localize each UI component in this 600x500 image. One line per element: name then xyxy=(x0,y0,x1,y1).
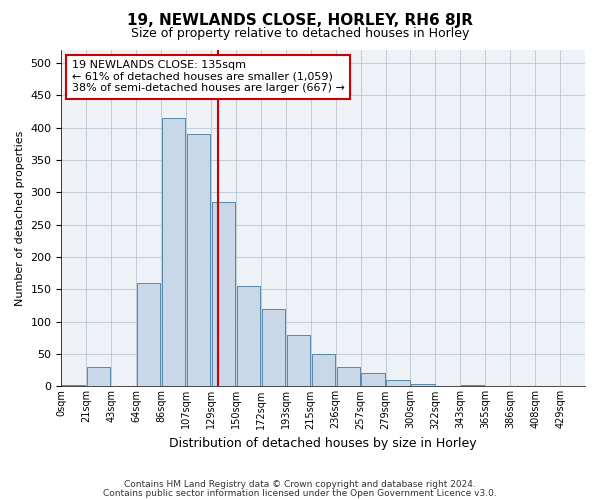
Text: 19 NEWLANDS CLOSE: 135sqm
← 61% of detached houses are smaller (1,059)
38% of se: 19 NEWLANDS CLOSE: 135sqm ← 61% of detac… xyxy=(72,60,345,94)
Y-axis label: Number of detached properties: Number of detached properties xyxy=(15,130,25,306)
Text: 19, NEWLANDS CLOSE, HORLEY, RH6 8JR: 19, NEWLANDS CLOSE, HORLEY, RH6 8JR xyxy=(127,12,473,28)
Text: Contains HM Land Registry data © Crown copyright and database right 2024.: Contains HM Land Registry data © Crown c… xyxy=(124,480,476,489)
Bar xyxy=(87,367,110,386)
Bar xyxy=(262,309,285,386)
Bar xyxy=(137,283,160,387)
Bar xyxy=(237,286,260,386)
Bar xyxy=(386,380,410,386)
Bar xyxy=(212,202,235,386)
Bar xyxy=(412,384,434,386)
Bar xyxy=(287,334,310,386)
Bar xyxy=(187,134,210,386)
Text: Size of property relative to detached houses in Horley: Size of property relative to detached ho… xyxy=(131,28,469,40)
Bar xyxy=(461,385,484,386)
Bar xyxy=(311,354,335,386)
Bar xyxy=(62,385,85,386)
Bar xyxy=(162,118,185,386)
Text: Contains public sector information licensed under the Open Government Licence v3: Contains public sector information licen… xyxy=(103,490,497,498)
Bar xyxy=(337,367,360,386)
X-axis label: Distribution of detached houses by size in Horley: Distribution of detached houses by size … xyxy=(169,437,477,450)
Bar xyxy=(361,374,385,386)
